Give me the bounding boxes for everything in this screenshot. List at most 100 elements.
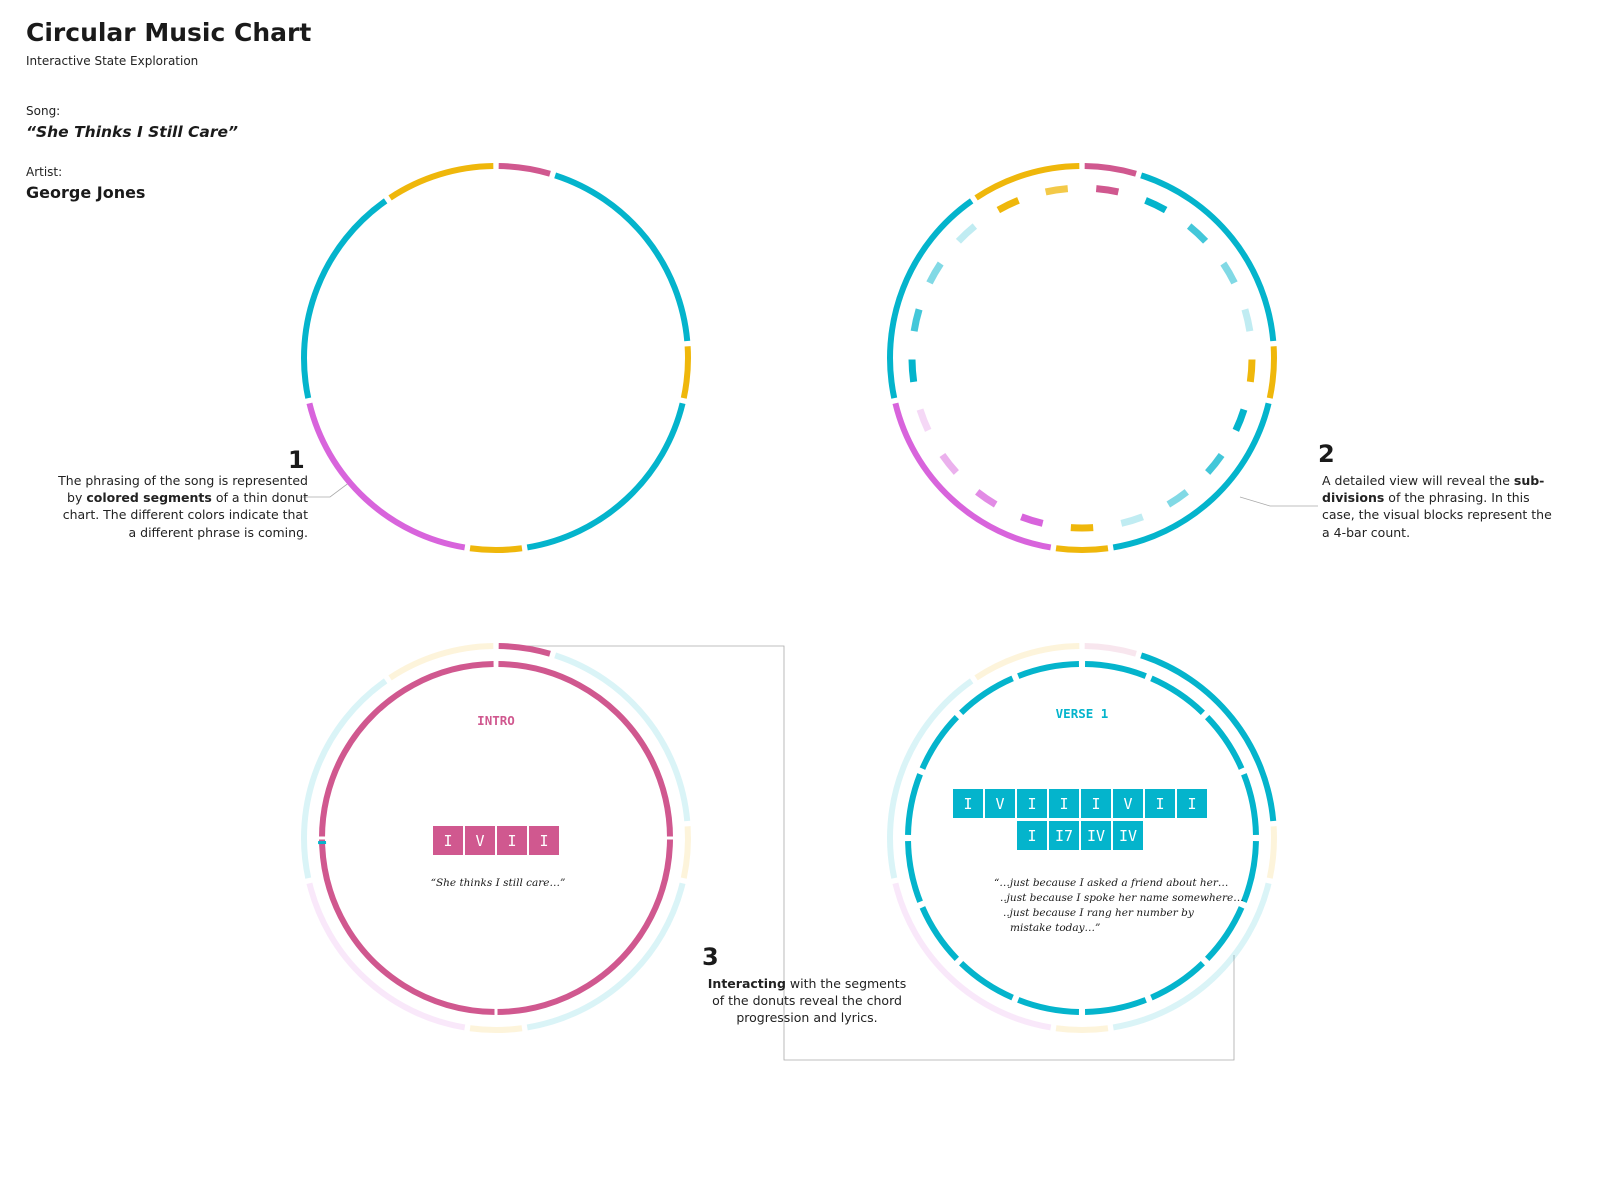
verse-chord-box[interactable] — [1081, 789, 1111, 818]
verse-chord-box[interactable] — [1017, 789, 1047, 818]
phrase-segment-intro-0[interactable] — [498, 643, 551, 657]
page-title: Circular Music Chart — [26, 18, 312, 47]
phrase-segment-verse-1[interactable] — [554, 652, 691, 822]
verse-bar-segment[interactable] — [905, 773, 923, 836]
bar-block-verse[interactable] — [1166, 489, 1189, 508]
verse-chord-label: IV — [1119, 827, 1137, 845]
verse-bar-segment[interactable] — [959, 675, 1014, 716]
verse-chord-box[interactable] — [985, 789, 1015, 818]
donut-intro-selected[interactable] — [301, 643, 691, 1033]
donut-detailed[interactable] — [887, 163, 1277, 553]
bar-block-intro[interactable] — [1095, 185, 1120, 196]
phrase-segment-chorus-5[interactable] — [892, 882, 1052, 1031]
phrase-segment-verse-1[interactable] — [1140, 172, 1277, 342]
bar-block-bridge[interactable] — [1246, 359, 1256, 383]
bar-block-verse[interactable] — [1205, 452, 1225, 475]
verse-bar-segment[interactable] — [1150, 960, 1205, 1001]
phrase-segment-verse-3[interactable] — [526, 402, 686, 551]
bar-block-verse[interactable] — [1232, 408, 1248, 432]
phrase-segment-verse-6[interactable] — [301, 678, 388, 879]
step-3-number: 3 — [702, 943, 719, 971]
intro-chord-box[interactable] — [433, 826, 463, 855]
verse-bar-segment[interactable] — [1204, 906, 1245, 961]
verse-bar-segment[interactable] — [1241, 840, 1259, 903]
verse-bar-segment[interactable] — [1150, 675, 1205, 716]
bar-block-chorus[interactable] — [939, 452, 959, 475]
phrase-segment-intro-0[interactable] — [1084, 163, 1137, 177]
phrase-segment-bridge-4[interactable] — [469, 545, 523, 553]
verse-chord-label: V — [1123, 795, 1132, 813]
bar-block-verse[interactable] — [1220, 261, 1238, 285]
phrase-segment-verse-3[interactable] — [1112, 402, 1272, 551]
phrase-segment-verse-6[interactable] — [887, 198, 974, 399]
phrase-segment-intro-0[interactable] — [498, 163, 551, 177]
intro-chord-label: V — [475, 832, 484, 850]
phrase-segment-chorus-5[interactable] — [306, 882, 466, 1031]
bar-block-verse[interactable] — [955, 223, 978, 244]
verse-chord-box[interactable] — [1145, 789, 1175, 818]
verse-chord-label: I — [1155, 795, 1164, 813]
phrase-segment-verse-6[interactable] — [887, 678, 974, 879]
phrase-segment-bridge-2[interactable] — [680, 826, 691, 879]
phrase-segment-verse-1[interactable] — [554, 172, 691, 342]
bar-block-verse[interactable] — [1241, 308, 1254, 332]
verse-bar-segment[interactable] — [1017, 661, 1080, 679]
bar-block-verse[interactable] — [926, 261, 944, 285]
verse-chord-box[interactable] — [1113, 789, 1143, 818]
phrase-segment-bridge-2[interactable] — [1266, 346, 1277, 399]
phrase-segment-bridge-7[interactable] — [388, 163, 494, 201]
phrase-segment-verse-3[interactable] — [526, 882, 686, 1031]
verse-bar-segment[interactable] — [1084, 661, 1147, 679]
bar-block-bridge[interactable] — [996, 197, 1020, 214]
bar-block-verse[interactable] — [1186, 223, 1209, 244]
verse-chord-box[interactable] — [1113, 821, 1143, 850]
verse-chord-box[interactable] — [1017, 821, 1047, 850]
phrase-segment-verse-6[interactable] — [301, 198, 388, 399]
phrase-segment-bridge-4[interactable] — [1055, 1025, 1109, 1033]
verse-chord-box[interactable] — [1049, 789, 1079, 818]
phrase-segment-bridge-4[interactable] — [469, 1025, 523, 1033]
verse-chord-label: I — [963, 795, 972, 813]
phrase-segment-verse-3[interactable] — [1112, 882, 1272, 1031]
bar-block-chorus[interactable] — [1020, 513, 1044, 527]
bar-block-bridge[interactable] — [1044, 185, 1069, 196]
verse-bar-segment[interactable] — [1241, 773, 1259, 836]
leader-line-1 — [300, 481, 351, 498]
intro-chord-box[interactable] — [529, 826, 559, 855]
bar-block-verse[interactable] — [1144, 197, 1168, 214]
phrase-segment-intro-0[interactable] — [1084, 643, 1137, 657]
bar-block-chorus[interactable] — [975, 489, 998, 508]
verse-lyric-line: ..just because I spoke her name somewher… — [1000, 892, 1244, 904]
phrase-segment-bridge-2[interactable] — [680, 346, 691, 399]
verse-chord-box[interactable] — [1177, 789, 1207, 818]
donut-verse-selected[interactable] — [887, 643, 1277, 1033]
phrase-segment-bridge-7[interactable] — [974, 643, 1080, 681]
verse-bar-segment[interactable] — [1204, 715, 1245, 770]
phrase-segment-chorus-5[interactable] — [306, 402, 466, 551]
verse-chord-box[interactable] — [953, 789, 983, 818]
phrase-segment-bridge-4[interactable] — [1055, 545, 1109, 553]
phrase-segment-bridge-2[interactable] — [1266, 826, 1277, 879]
phrase-segment-bridge-7[interactable] — [974, 163, 1080, 201]
artist-name: George Jones — [26, 183, 146, 202]
verse-bar-segment[interactable] — [1084, 997, 1147, 1015]
step-1-number: 1 — [288, 446, 305, 474]
verse-bar-segment[interactable] — [1017, 997, 1080, 1015]
bar-block-verse[interactable] — [1120, 513, 1144, 527]
verse-chord-box[interactable] — [1049, 821, 1079, 850]
intro-chord-box[interactable] — [497, 826, 527, 855]
verse-bar-segment[interactable] — [919, 715, 960, 770]
verse-chord-box[interactable] — [1081, 821, 1111, 850]
bar-block-chorus[interactable] — [916, 408, 932, 432]
phrase-segment-verse-1[interactable] — [1140, 652, 1277, 822]
verse-bar-segment[interactable] — [959, 960, 1014, 1001]
bar-block-verse[interactable] — [908, 359, 918, 383]
verse-bar-segment[interactable] — [905, 840, 923, 903]
phrase-segment-chorus-5[interactable] — [892, 402, 1052, 551]
donut-overview[interactable] — [301, 163, 691, 553]
verse-chord-label: I — [1027, 827, 1036, 845]
phrase-segment-bridge-7[interactable] — [388, 643, 494, 681]
bar-block-verse[interactable] — [910, 308, 923, 332]
intro-chord-box[interactable] — [465, 826, 495, 855]
verse-bar-segment[interactable] — [919, 906, 960, 961]
